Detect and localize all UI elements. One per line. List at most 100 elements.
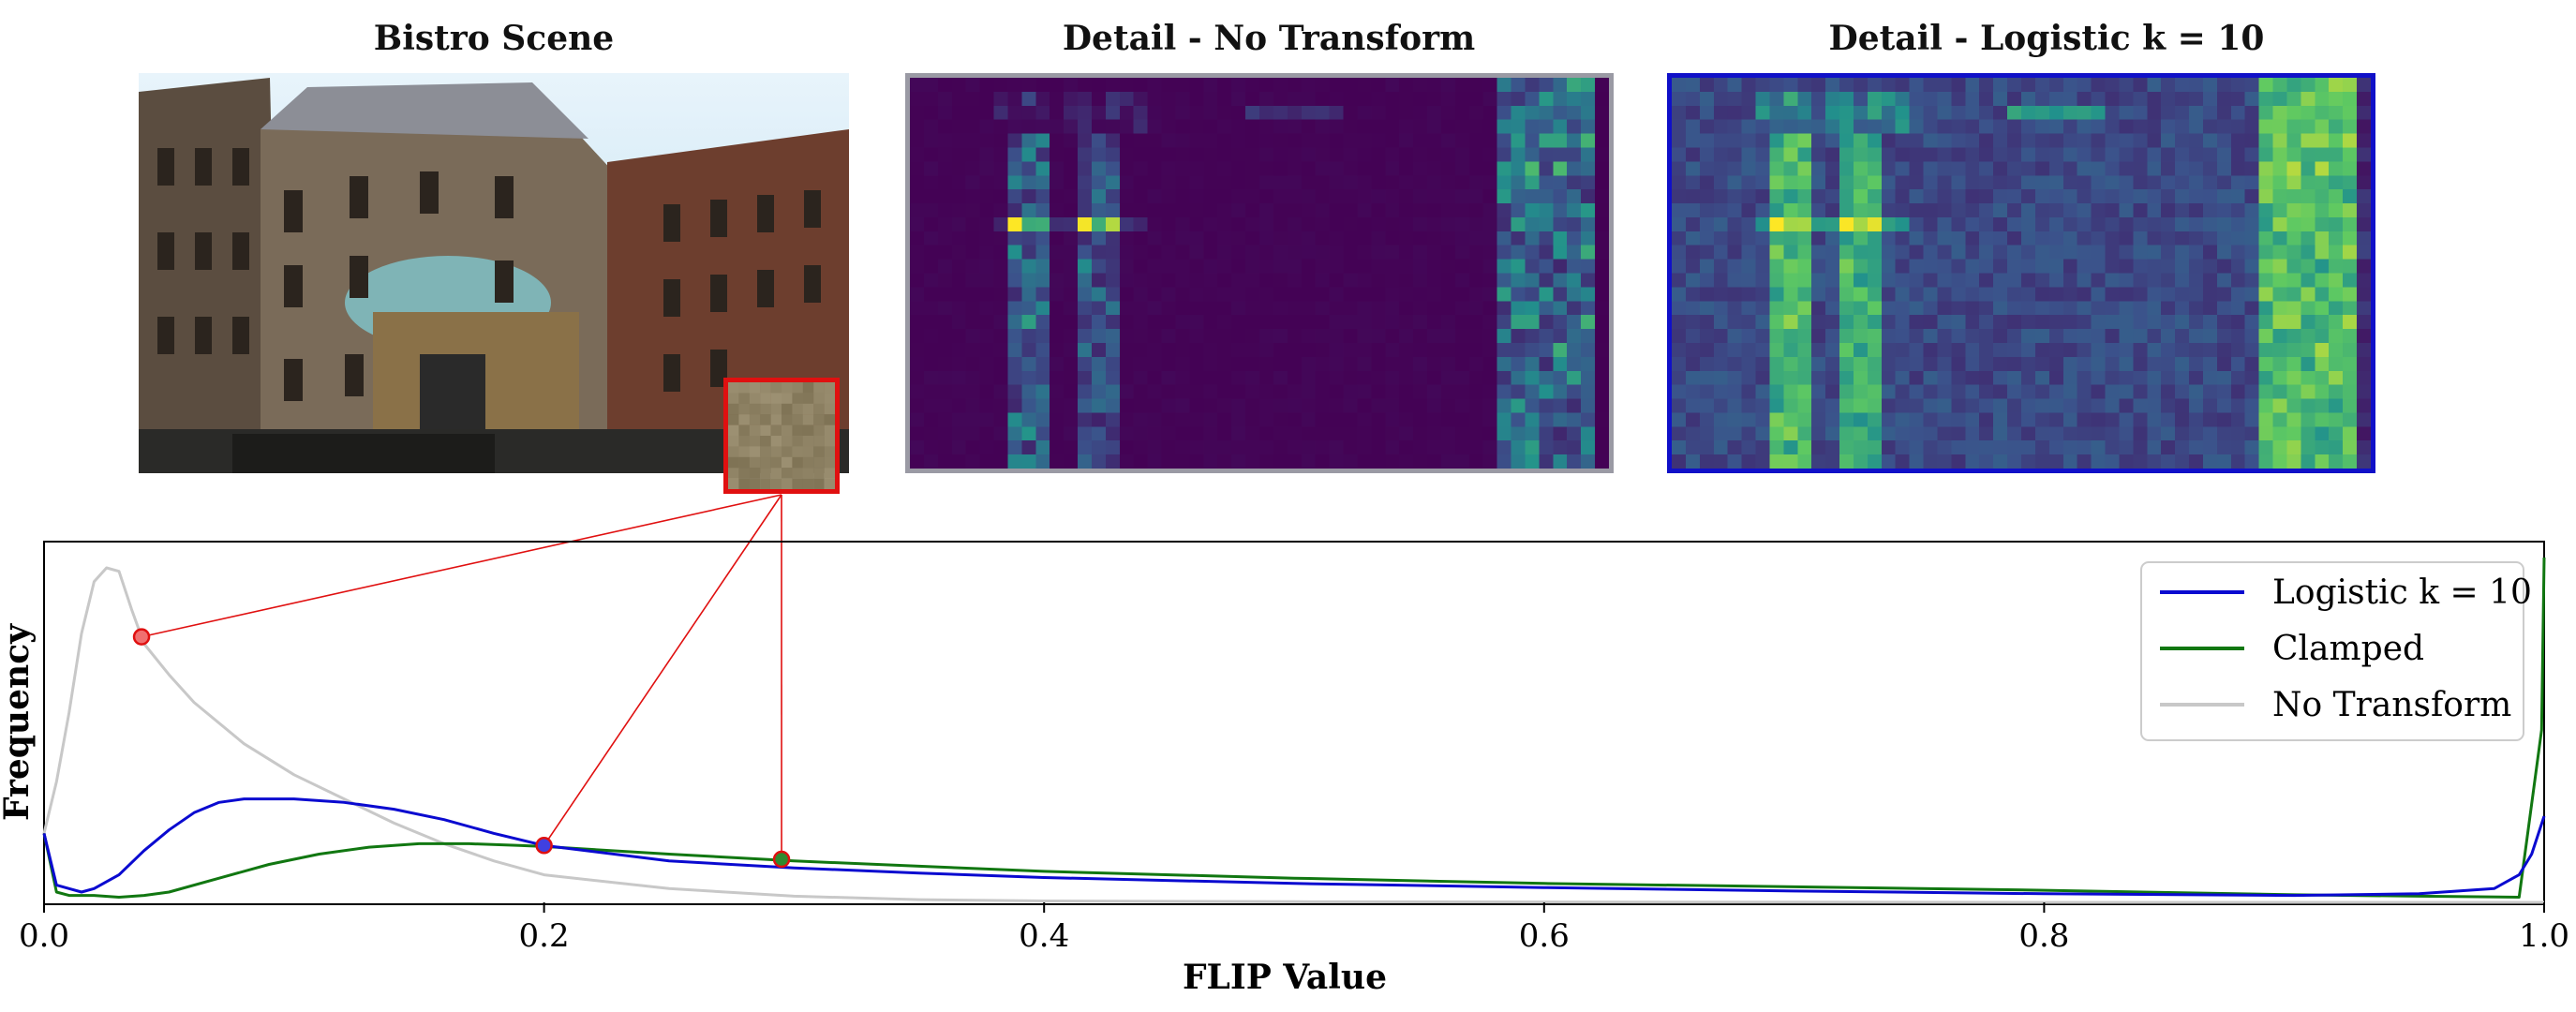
heatmap-cell: [2230, 287, 2246, 302]
no-transform-heatmap: [905, 73, 1614, 473]
heatmap-cell: [1021, 412, 1036, 427]
heatmap-cell: [1811, 147, 1826, 162]
heatmap-cell: [1259, 370, 1274, 385]
heatmap-cell: [1357, 78, 1372, 93]
heatmap-cell: [2286, 245, 2301, 260]
heatmap-cell: [1496, 203, 1511, 218]
heatmap-cell: [1741, 356, 1756, 372]
series-layer: [42, 557, 2546, 904]
heatmap-cell: [910, 245, 925, 260]
heatmap-cell: [2175, 287, 2190, 302]
heatmap-cell: [1923, 119, 1938, 134]
heatmap-cell: [1713, 440, 1728, 455]
heatmap-cell: [1203, 426, 1218, 441]
heatmap-cell: [1050, 259, 1065, 274]
heatmap-cell: [1797, 147, 1812, 162]
inset-pixel: [728, 393, 739, 405]
heatmap-cell: [1454, 133, 1470, 148]
heatmap-cell: [1119, 203, 1135, 218]
heatmap-cell: [2133, 147, 2148, 162]
heatmap-cell: [1133, 147, 1148, 162]
heatmap-cell: [1496, 119, 1511, 134]
heatmap-cell: [1161, 216, 1176, 232]
heatmap-cell: [2286, 161, 2301, 176]
heatmap-cell: [937, 356, 953, 372]
heatmap-cell: [1839, 91, 1854, 107]
heatmap-cell: [1839, 216, 1854, 232]
heatmap-cell: [1035, 315, 1050, 330]
x-tick-label: 0.2: [519, 917, 570, 955]
heatmap-cell: [923, 342, 939, 358]
heatmap-cell: [1329, 133, 1344, 148]
heatmap-cell: [1091, 370, 1107, 385]
heatmap-cell: [1783, 203, 1798, 218]
heatmap-cell: [1797, 356, 1812, 372]
heatmap-cell: [1105, 440, 1121, 455]
heatmap-cell: [1979, 398, 1994, 413]
heatmap-cell: [1413, 231, 1428, 246]
heatmap-cell: [1937, 426, 1952, 441]
heatmap-cell: [2161, 203, 2176, 218]
heatmap-cell: [1133, 398, 1148, 413]
heatmap-cell: [1699, 356, 1715, 372]
heatmap-cell: [2091, 216, 2106, 232]
heatmap-cell: [1050, 216, 1065, 232]
heatmap-cell: [2105, 356, 2120, 372]
heatmap-cell: [1133, 329, 1148, 344]
heatmap-cell: [951, 273, 966, 288]
heatmap-cell: [2007, 175, 2022, 190]
heatmap-cell: [1371, 426, 1386, 441]
heatmap-cell: [2034, 231, 2050, 246]
heatmap-cell: [1007, 203, 1022, 218]
heatmap-cell: [1427, 78, 1442, 93]
heatmap-cell: [1713, 175, 1728, 190]
heatmap-cell: [2272, 216, 2287, 232]
heatmap-cell: [2357, 105, 2371, 120]
heatmap-cell: [2329, 105, 2344, 120]
heatmap-cell: [951, 105, 966, 120]
heatmap-cell: [2034, 370, 2050, 385]
heatmap-cell: [1175, 78, 1190, 93]
heatmap-cell: [1454, 440, 1470, 455]
inset-pixel: [760, 414, 771, 425]
heatmap-cell: [1797, 161, 1812, 176]
heatmap-cell: [1853, 259, 1869, 274]
heatmap-cell: [2286, 426, 2301, 441]
heatmap-cell: [2021, 216, 2036, 232]
heatmap-cell: [1021, 329, 1036, 344]
heatmap-cell: [965, 412, 980, 427]
heatmap-cell: [1525, 273, 1540, 288]
heatmap-cell: [1091, 91, 1107, 107]
heatmap-cell: [1385, 161, 1400, 176]
heatmap-cell: [1287, 203, 1303, 218]
heatmap-cell: [1769, 287, 1784, 302]
heatmap-cell: [1895, 315, 1910, 330]
heatmap-cell: [1511, 329, 1526, 344]
heatmap-cell: [1203, 78, 1218, 93]
heatmap-cell: [1273, 301, 1288, 316]
heatmap-cell: [1727, 342, 1742, 358]
heatmap-cell: [1343, 440, 1358, 455]
heatmap-cell: [1797, 287, 1812, 302]
heatmap-cell: [1413, 119, 1428, 134]
inset-pixel: [770, 403, 782, 415]
heatmap-cell: [1078, 91, 1093, 107]
no-transform-title: Detail - No Transform: [1062, 19, 1476, 58]
heatmap-cell: [1329, 398, 1344, 413]
heatmap-cell: [2077, 329, 2092, 344]
heatmap-cell: [2021, 301, 2036, 316]
heatmap-cell: [1755, 384, 1770, 399]
heatmap-cell: [1595, 273, 1609, 288]
heatmap-cell: [1175, 329, 1190, 344]
heatmap-cell: [1685, 133, 1701, 148]
heatmap-cell: [1231, 370, 1246, 385]
heatmap-cell: [1203, 273, 1218, 288]
heatmap-cell: [1413, 301, 1428, 316]
heatmap-cell: [1371, 147, 1386, 162]
heatmap-cell: [2202, 203, 2218, 218]
heatmap-cell: [1713, 398, 1728, 413]
heatmap-cell: [1301, 454, 1316, 469]
heatmap-cell: [1427, 398, 1442, 413]
heatmap-cell: [2286, 133, 2301, 148]
heatmap-cell: [1050, 384, 1065, 399]
